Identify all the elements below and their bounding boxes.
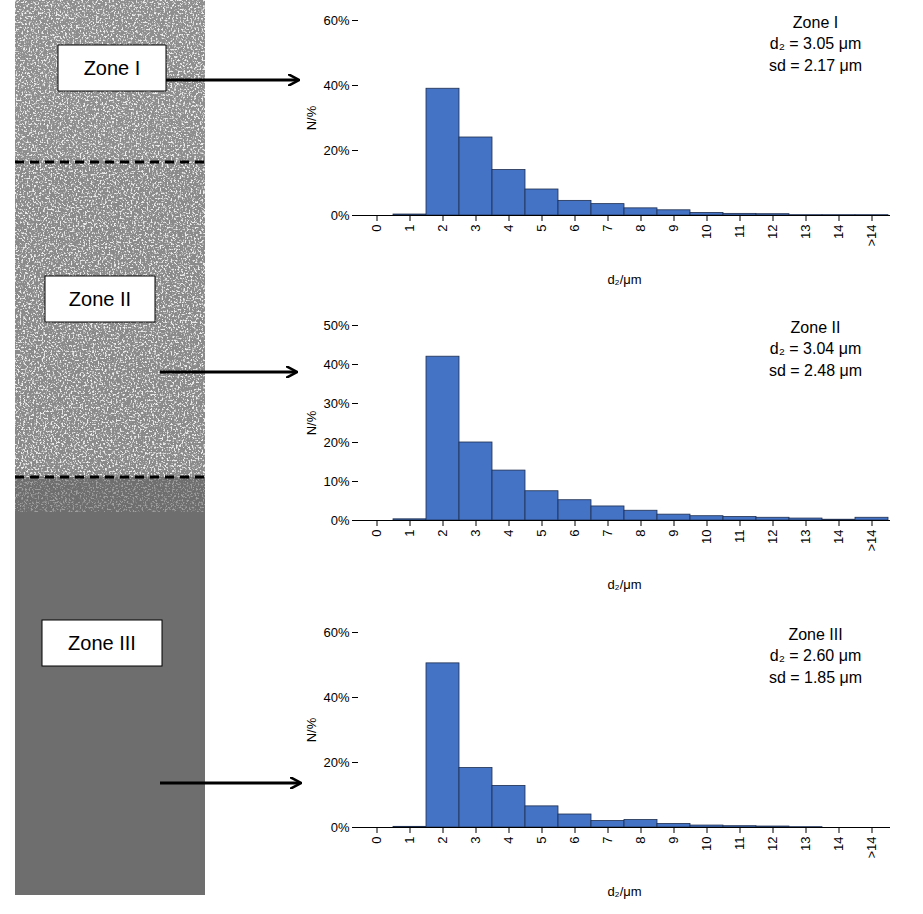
svg-text:0: 0 (369, 225, 384, 232)
svg-text:8: 8 (633, 225, 648, 232)
svg-text:13: 13 (798, 225, 813, 239)
svg-text:14: 14 (831, 837, 846, 851)
svg-text:40%: 40% (323, 78, 349, 93)
svg-text:11: 11 (732, 837, 747, 851)
svg-text:9: 9 (666, 530, 681, 537)
svg-text:7: 7 (600, 837, 615, 844)
svg-text:1: 1 (402, 530, 417, 537)
svg-text:14: 14 (831, 225, 846, 239)
svg-text:10: 10 (699, 837, 714, 851)
svg-text:30%: 30% (323, 396, 349, 411)
svg-text:3: 3 (468, 225, 483, 232)
svg-text:13: 13 (798, 530, 813, 544)
svg-text:0: 0 (369, 837, 384, 844)
svg-text:Zone II: Zone II (69, 288, 131, 310)
svg-text:>14: >14 (864, 837, 879, 859)
svg-text:8: 8 (633, 837, 648, 844)
svg-text:60%: 60% (323, 13, 349, 28)
svg-text:50%: 50% (323, 318, 349, 333)
svg-text:12: 12 (765, 530, 780, 544)
svg-text:40%: 40% (323, 690, 349, 705)
svg-text:d₂/μm: d₂/μm (607, 884, 641, 899)
svg-text:20%: 20% (323, 755, 349, 770)
svg-text:0%: 0% (331, 820, 350, 835)
svg-text:N/%: N/% (304, 410, 319, 435)
svg-text:4: 4 (501, 225, 516, 232)
svg-text:3: 3 (468, 530, 483, 537)
svg-text:4: 4 (501, 837, 516, 844)
svg-text:13: 13 (798, 837, 813, 851)
svg-text:Zone III: Zone III (68, 632, 136, 654)
svg-text:N/%: N/% (304, 717, 319, 742)
svg-text:2: 2 (435, 225, 450, 232)
svg-text:6: 6 (567, 225, 582, 232)
svg-text:>14: >14 (864, 530, 879, 552)
svg-text:Zone Id₂ = 3.05 μmsd = 2.17 μm: Zone Id₂ = 3.05 μmsd = 2.17 μm (769, 14, 862, 74)
svg-text:d₂/μm: d₂/μm (607, 272, 641, 287)
svg-text:Zone I: Zone I (84, 57, 141, 79)
svg-text:10: 10 (699, 530, 714, 544)
svg-text:2: 2 (435, 530, 450, 537)
svg-text:4: 4 (501, 530, 516, 537)
svg-text:7: 7 (600, 225, 615, 232)
svg-text:10: 10 (699, 225, 714, 239)
svg-text:9: 9 (666, 837, 681, 844)
svg-text:6: 6 (567, 837, 582, 844)
svg-text:9: 9 (666, 225, 681, 232)
svg-text:11: 11 (732, 225, 747, 239)
svg-text:1: 1 (402, 837, 417, 844)
svg-text:Zone IIId₂ = 2.60 μmsd = 1.85: Zone IIId₂ = 2.60 μmsd = 1.85 μm (769, 626, 862, 686)
svg-text:3: 3 (468, 837, 483, 844)
svg-text:N/%: N/% (304, 105, 319, 130)
svg-text:5: 5 (534, 225, 549, 232)
svg-text:12: 12 (765, 225, 780, 239)
svg-text:0: 0 (369, 530, 384, 537)
svg-text:10%: 10% (323, 474, 349, 489)
svg-text:5: 5 (534, 530, 549, 537)
svg-text:6: 6 (567, 530, 582, 537)
svg-text:20%: 20% (323, 143, 349, 158)
svg-text:1: 1 (402, 225, 417, 232)
svg-text:11: 11 (732, 530, 747, 544)
svg-text:40%: 40% (323, 357, 349, 372)
svg-text:0%: 0% (331, 513, 350, 528)
svg-text:8: 8 (633, 530, 648, 537)
svg-text:14: 14 (831, 530, 846, 544)
svg-text:Zone IId₂ = 3.04 μmsd = 2.48 μ: Zone IId₂ = 3.04 μmsd = 2.48 μm (769, 319, 862, 379)
svg-text:5: 5 (534, 837, 549, 844)
svg-text:60%: 60% (323, 625, 349, 640)
svg-text:12: 12 (765, 837, 780, 851)
svg-text:>14: >14 (864, 225, 879, 247)
svg-text:0%: 0% (331, 208, 350, 223)
svg-text:2: 2 (435, 837, 450, 844)
svg-text:20%: 20% (323, 435, 349, 450)
svg-text:d₂/μm: d₂/μm (607, 577, 641, 592)
svg-text:7: 7 (600, 530, 615, 537)
